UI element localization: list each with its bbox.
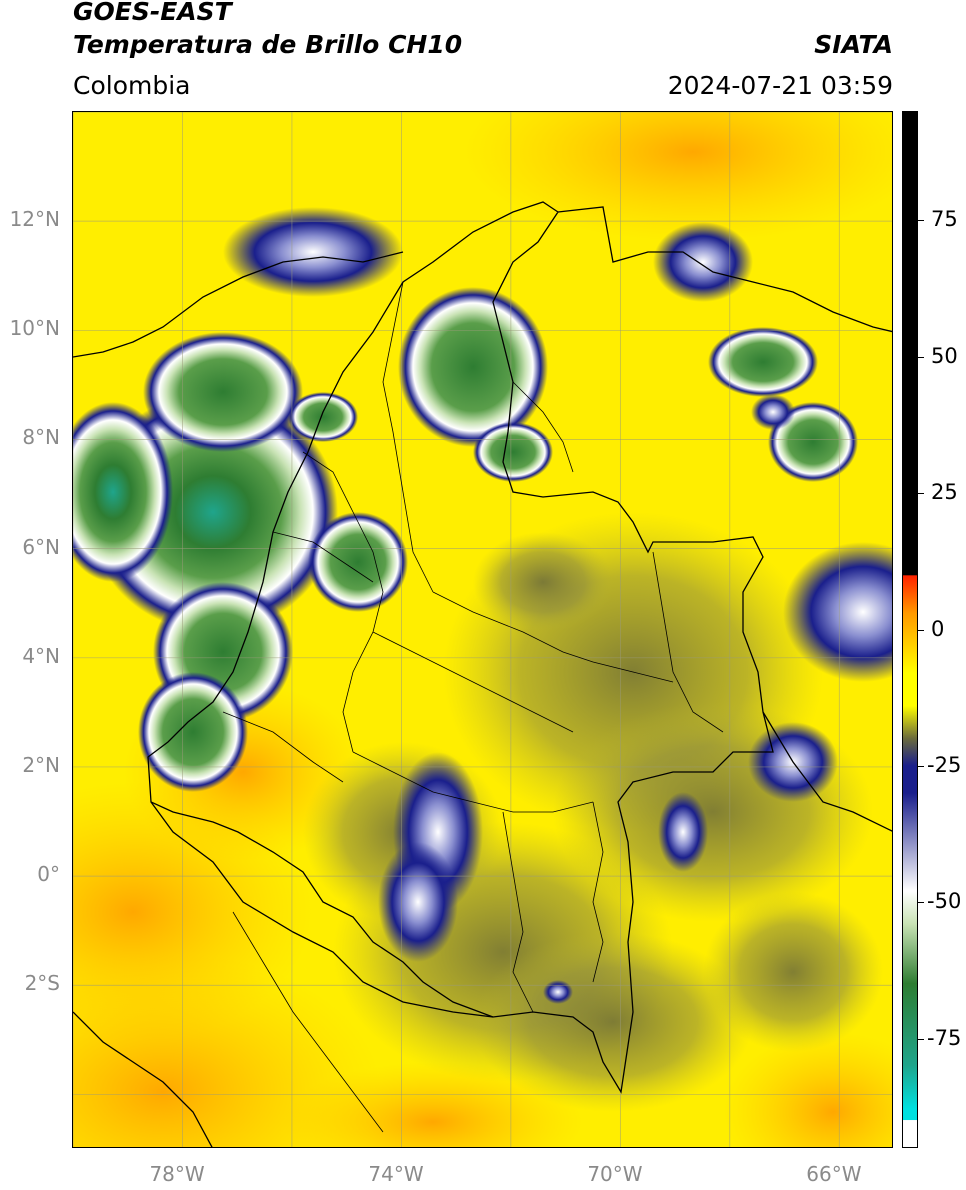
agency-label: SIATA [814,30,893,59]
lon-tick-label: 78°W [149,1162,205,1186]
colorbar-tick-label: 0 [931,616,945,641]
country-border-brazil [762,711,892,832]
colorbar-tick-mark [918,902,924,904]
colorbar-tick-label: 75 [931,207,958,232]
region-label: Colombia [73,71,191,100]
map-lines [73,112,892,1147]
colorbar-tick-label: 50 [931,343,958,368]
internal-border-4 [352,751,594,813]
country-border-venezuela [557,206,892,333]
internal-border-2 [382,281,434,593]
lat-tick-label: 10°N [9,316,60,341]
lat-tick-label: 0° [37,862,60,887]
internal-border-7 [512,381,574,473]
colorbar-tick-mark [918,765,924,767]
lat-tick-label: 2°N [22,752,60,777]
map-canvas [73,112,892,1147]
satellite-title: GOES-EAST [73,0,232,26]
internal-border-8 [502,811,534,1013]
colorbar-tick-mark [918,220,924,222]
internal-border-10 [222,711,344,783]
convection-areas [223,207,892,1004]
colorbar-tick-mark [918,356,924,358]
lon-tick-label: 70°W [587,1162,643,1186]
colorbar-tick-mark [918,1038,924,1040]
colorbar-tick-label: -25 [927,752,962,777]
lat-tick-label: 4°N [22,643,60,668]
river-or-border-12 [232,911,384,1133]
lat-tick-label: 2°S [24,971,60,996]
colorbar-tick-label: -75 [927,1025,962,1050]
datetime-label: 2024-07-21 03:59 [667,71,893,100]
lat-tick-label: 12°N [9,207,60,232]
colorbar-tick-label: 25 [931,480,958,505]
internal-border-11 [652,551,724,733]
lat-tick-label: 6°N [22,534,60,559]
product-title: Temperatura de Brillo CH10 [73,30,463,59]
colorbar-tick-label: -50 [927,889,962,914]
cold-cloud-tops [73,287,858,792]
colorbar-tick-mark [918,493,924,495]
colorbar [902,111,918,1148]
coastline-pacific [73,1011,213,1147]
internal-border-9 [592,801,604,983]
colorbar-tick-mark [918,629,924,631]
internal-border-1 [302,451,384,753]
internal-border-3 [432,591,674,683]
lon-tick-label: 66°W [806,1162,862,1186]
internal-border-6 [272,531,374,583]
lon-tick-label: 74°W [368,1162,424,1186]
lat-tick-label: 8°N [22,425,60,450]
internal-border-5 [372,631,574,733]
coastline-caribbean [73,251,404,358]
satellite-map[interactable] [72,111,893,1148]
country-border-peru [150,801,494,1018]
country-border-colombia [147,201,774,1094]
